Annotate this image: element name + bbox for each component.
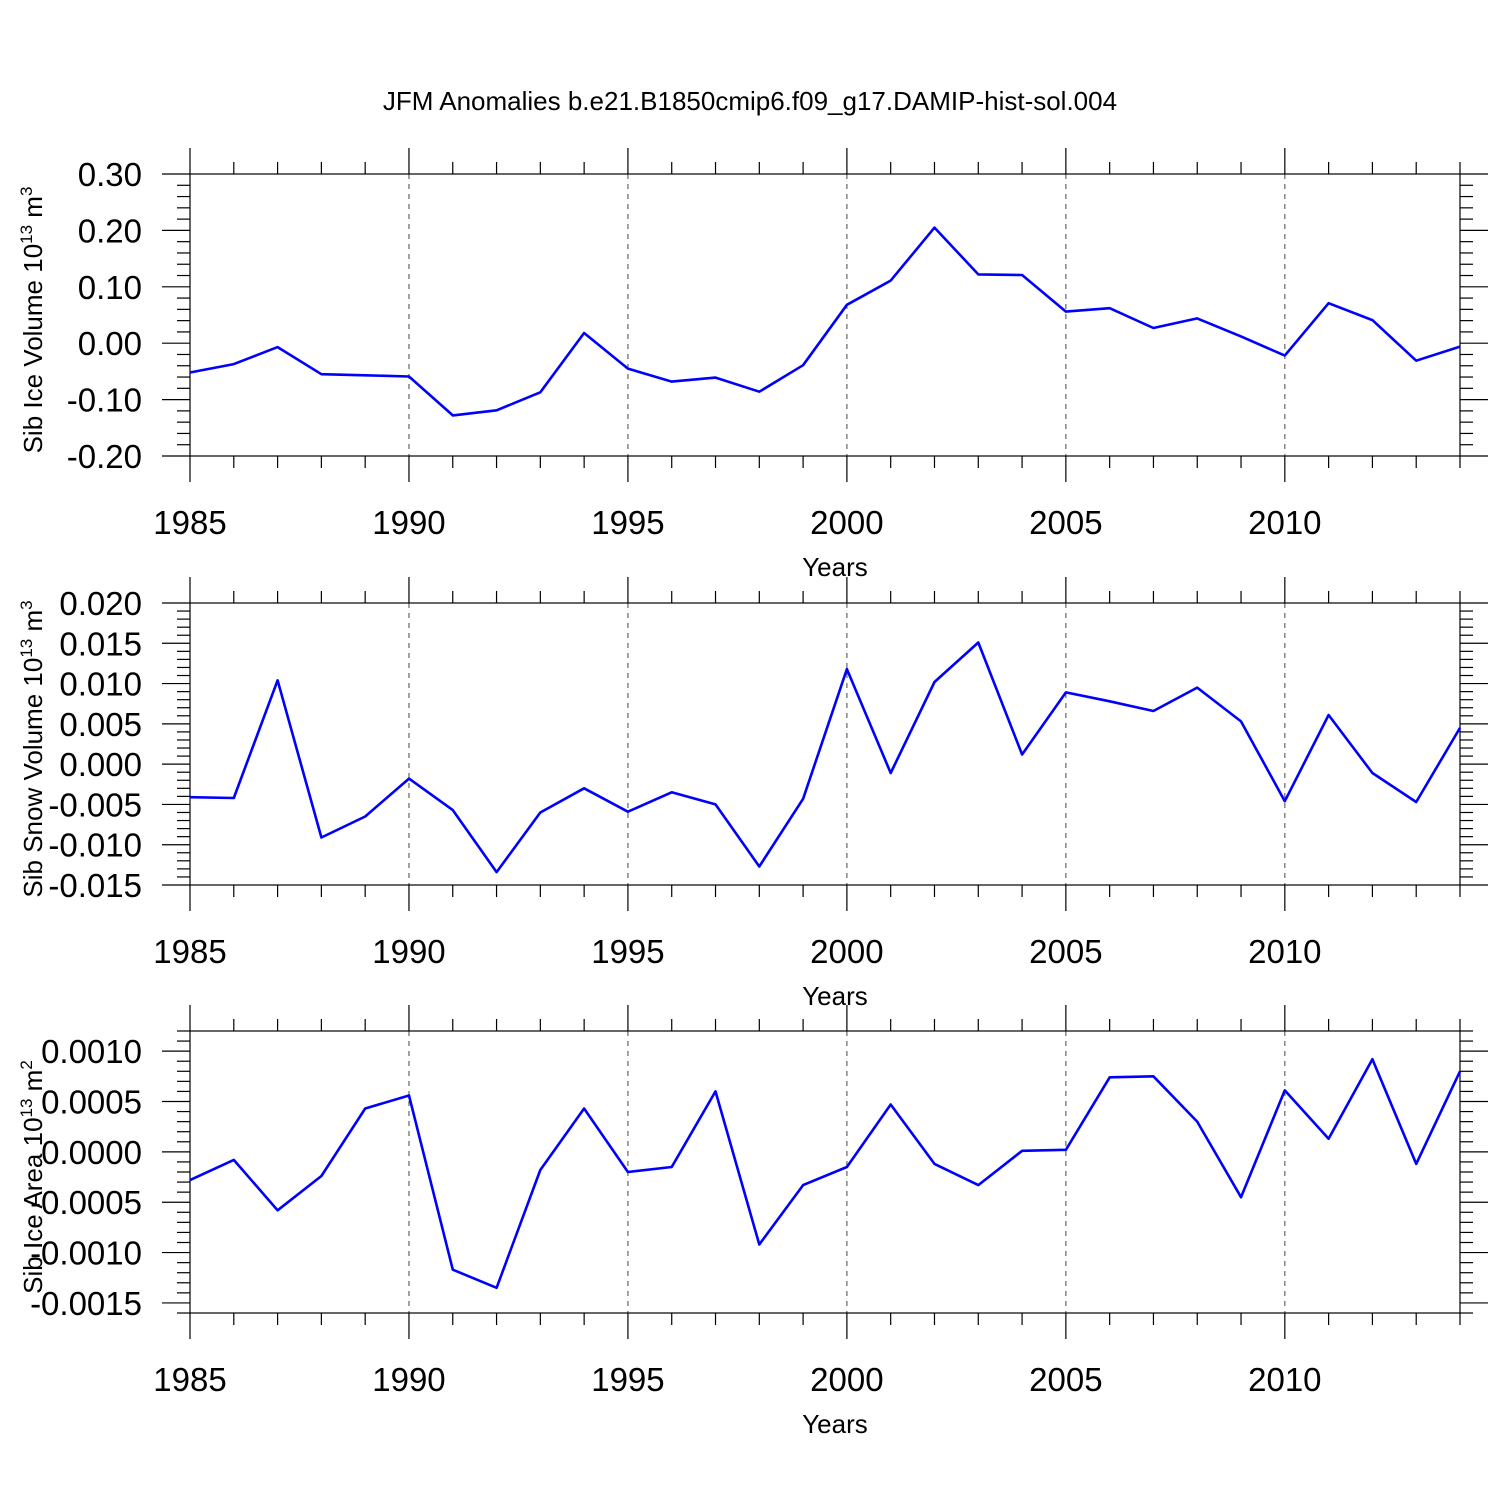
series-line — [189, 226, 1461, 417]
panels: 1985 1990 1995 2000 2005 2010 Years 0.30 0.20 0.1… — [17, 148, 1488, 1439]
y-tick-label: 0.10 — [78, 269, 142, 306]
y-tick-label: -0.10 — [67, 382, 142, 419]
x-tick-label: 2000 — [810, 1361, 883, 1398]
y-tick-label: 0.30 — [78, 156, 142, 193]
y-tick-label: -0.005 — [48, 786, 142, 823]
x-tick-label: 2000 — [810, 504, 883, 541]
x-axis-title: Years — [802, 552, 868, 582]
x-tick-label: 2000 — [810, 933, 883, 970]
y-tick-label: 0.015 — [59, 625, 142, 662]
x-tick-label: 2010 — [1248, 933, 1321, 970]
y-axis-title: Sib Ice Volume 1013 m3 — [17, 187, 48, 454]
y-tick-label: 0.000 — [59, 746, 142, 783]
series-line — [189, 641, 1462, 874]
x-tick-label: 2010 — [1248, 504, 1321, 541]
y-tick-label: -0.0010 — [30, 1235, 142, 1272]
y-tick-label: -0.0005 — [30, 1184, 142, 1221]
x-tick-label: 1995 — [591, 504, 664, 541]
x-tick-label: 1990 — [372, 1361, 445, 1398]
y-tick-label: 0.20 — [78, 212, 142, 249]
y-tick-label: 0.0005 — [41, 1084, 142, 1121]
series-line — [189, 1057, 1462, 1290]
x-tick-label: 1995 — [591, 933, 664, 970]
x-tick-label: 1985 — [153, 504, 226, 541]
x-tick-label: 1985 — [153, 1361, 226, 1398]
y-tick-label: 0.0000 — [41, 1134, 142, 1171]
x-tick-label: 2005 — [1029, 504, 1102, 541]
y-tick-label: 0.00 — [78, 325, 142, 362]
y-tick-label: 0.020 — [59, 585, 142, 622]
plot-frame — [189, 1030, 1461, 1314]
plot-frame — [189, 173, 1461, 457]
x-axis-title: Years — [802, 981, 868, 1011]
panel-1: 1985 1990 1995 2000 2005 2010 Years 0.30 0.20 0.1… — [17, 148, 1488, 582]
y-tick-label: -0.010 — [48, 827, 142, 864]
figure-title: JFM Anomalies b.e21.B1850cmip6.f09_g17.D… — [383, 86, 1117, 116]
x-tick-label: 1990 — [372, 504, 445, 541]
x-tick-label: 1985 — [153, 933, 226, 970]
x-tick-label: 2005 — [1029, 1361, 1102, 1398]
x-tick-label: 2005 — [1029, 933, 1102, 970]
x-tick-label: 1995 — [591, 1361, 664, 1398]
y-tick-label: -0.0015 — [30, 1285, 142, 1322]
y-tick-label: 0.005 — [59, 706, 142, 743]
panel-3: 1985 1990 1995 2000 2005 2010 Years 0.0010 0.000… — [17, 1005, 1488, 1439]
x-tick-label: 1990 — [372, 933, 445, 970]
y-tick-label: -0.015 — [48, 867, 142, 904]
y-axis-title: Sib Snow Volume 1013 m3 — [17, 600, 48, 897]
y-tick-label: 0.010 — [59, 666, 142, 703]
y-tick-label: 0.0010 — [41, 1033, 142, 1070]
plot-frame — [189, 602, 1461, 886]
y-tick-label: -0.20 — [67, 438, 142, 475]
x-tick-label: 2010 — [1248, 1361, 1321, 1398]
x-axis-title: Years — [802, 1409, 868, 1439]
y-axis-title: Sib Ice Area 1013 m2 — [17, 1060, 48, 1294]
